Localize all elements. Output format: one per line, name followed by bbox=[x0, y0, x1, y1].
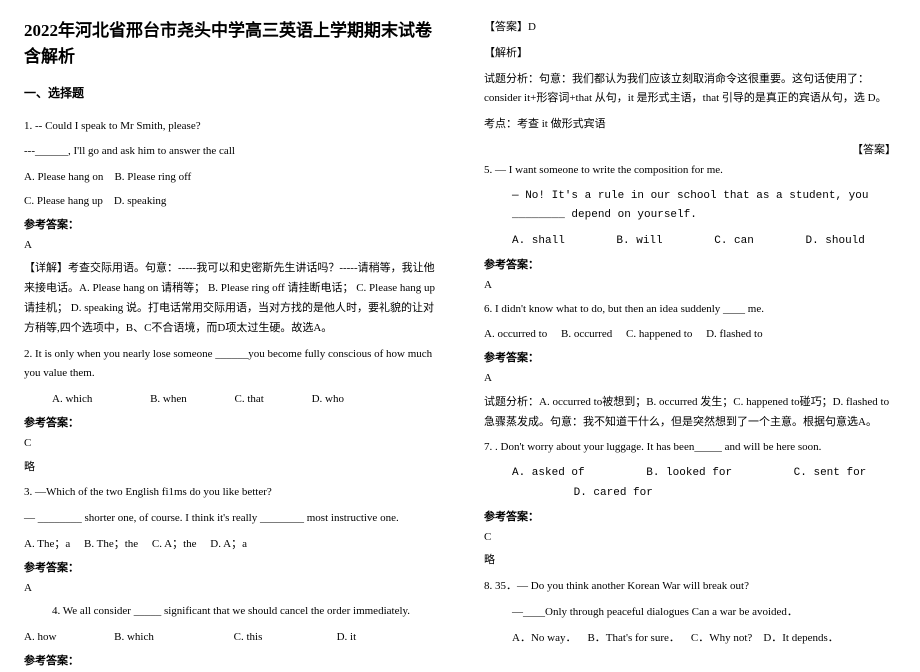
q4-opts: A. how B. which C. this D. it bbox=[24, 628, 436, 648]
q3-optD: D. A；a bbox=[210, 538, 247, 550]
q6-optD: D. flashed to bbox=[706, 328, 763, 340]
q4r-expl1: 试题分析：句意：我们都认为我们应该立刻取消命令这很重要。这句话使用了：consi… bbox=[484, 70, 896, 110]
q8-optD: D．It depends． bbox=[763, 632, 838, 644]
q5-optA: A. shall bbox=[512, 235, 565, 247]
q1-optD: D. speaking bbox=[114, 195, 167, 207]
q5-ans-label: 参考答案： bbox=[484, 256, 896, 276]
q4-optA: A. how bbox=[24, 631, 56, 643]
q4r-ans-tag: 【答案】D bbox=[484, 18, 896, 38]
q6-text: 6. I didn't know what to do, but then an… bbox=[484, 300, 896, 320]
q2-opts: A. which B. when C. that D. who bbox=[24, 390, 436, 410]
q8-line1: 8. 35．— Do you think another Korean War … bbox=[484, 577, 896, 597]
q5-line2: — No! It's a rule in our school that as … bbox=[484, 187, 896, 227]
q4-optB: B. which bbox=[114, 631, 154, 643]
q3-opts: A. The；a B. The；the C. A；the D. A；a bbox=[24, 535, 436, 555]
q8-optC: C．Why not? bbox=[691, 632, 752, 644]
q2-optA: A. which bbox=[52, 393, 92, 405]
doc-title: 2022年河北省邢台市尧头中学高三英语上学期期末试卷含解析 bbox=[24, 18, 436, 69]
q8-opts: A．No way． B．That's for sure． C．Why not? … bbox=[484, 629, 896, 649]
q2-note: 略 bbox=[24, 458, 436, 478]
q1-optB: B. Please ring off bbox=[114, 171, 191, 183]
q5-optC: C. can bbox=[714, 235, 754, 247]
q8-line2: —____Only through peaceful dialogues Can… bbox=[484, 603, 896, 623]
q3-optC: C. A；the bbox=[152, 538, 197, 550]
q6-optB: B. occurred bbox=[561, 328, 612, 340]
q6-expl: 试题分析：A. occurred to被想到；B. occurred 发生；C.… bbox=[484, 393, 896, 433]
q1-expl-label: 【详解】 bbox=[24, 262, 68, 274]
q1-ans-val: A bbox=[24, 236, 436, 256]
q4-text: 4. We all consider _____ significant tha… bbox=[24, 602, 436, 622]
q4-optD: D. it bbox=[337, 631, 357, 643]
q3-line2: — ________ shorter one, of course. I thi… bbox=[24, 509, 436, 529]
q5-optB: B. will bbox=[616, 235, 662, 247]
q3-ans-val: A bbox=[24, 579, 436, 599]
q7-text: 7. . Don't worry about your luggage. It … bbox=[484, 438, 896, 458]
q7-note: 略 bbox=[484, 551, 896, 571]
q3-optA: A. The；a bbox=[24, 538, 70, 550]
q2-text: 2. It is only when you nearly lose someo… bbox=[24, 345, 436, 385]
q7-optD: D. cared for bbox=[574, 487, 653, 499]
q4-ans-label: 参考答案： bbox=[24, 652, 436, 672]
q5-ans-val: A bbox=[484, 276, 896, 296]
q3-optB: B. The；the bbox=[84, 538, 138, 550]
q7-optC: C. sent for bbox=[794, 467, 867, 479]
left-column: 2022年河北省邢台市尧头中学高三英语上学期期末试卷含解析 一、选择题 1. -… bbox=[0, 0, 460, 651]
q1-line2: ---______, I'll go and ask him to answer… bbox=[24, 142, 436, 162]
q4-optC: C. this bbox=[234, 631, 263, 643]
q4r-expl-tag: 【解析】 bbox=[484, 44, 896, 64]
q2-optD: D. who bbox=[312, 393, 344, 405]
q1-opts-row1: A. Please hang on B. Please ring off bbox=[24, 168, 436, 188]
q8-optA: A．No way． bbox=[512, 632, 576, 644]
q1-optA: A. Please hang on bbox=[24, 171, 103, 183]
q1-optC: C. Please hang up bbox=[24, 195, 103, 207]
q7-opts: A. asked of B. looked for C. sent for D.… bbox=[484, 464, 896, 504]
q2-ans-val: C bbox=[24, 434, 436, 454]
q7-ans-val: C bbox=[484, 528, 896, 548]
q6-ans-val: A bbox=[484, 369, 896, 389]
q5-optD: D. should bbox=[805, 235, 864, 247]
q4r-expl2: 考点：考查 it 做形式宾语 bbox=[484, 115, 896, 135]
q7-optA: A. asked of bbox=[512, 467, 585, 479]
q5-opts: A. shall B. will C. can D. should bbox=[484, 232, 896, 252]
q5-line1: 5. — I want someone to write the composi… bbox=[484, 161, 896, 181]
q7-optB: B. looked for bbox=[646, 467, 732, 479]
q1-ans-label: 参考答案： bbox=[24, 216, 436, 236]
q1-expl: 【详解】考查交际用语。句意：-----我可以和史密斯先生讲话吗？-----请稍等… bbox=[24, 259, 436, 338]
q2-optB: B. when bbox=[150, 393, 187, 405]
q8-optB: B．That's for sure． bbox=[587, 632, 679, 644]
section-heading: 一、选择题 bbox=[24, 83, 436, 105]
q6-ans-label: 参考答案： bbox=[484, 349, 896, 369]
q1-opts-row2: C. Please hang up D. speaking bbox=[24, 192, 436, 212]
q4r-right-note: 【答案】 bbox=[484, 141, 896, 161]
q7-ans-label: 参考答案： bbox=[484, 508, 896, 528]
q2-optC: C. that bbox=[235, 393, 264, 405]
q2-ans-label: 参考答案： bbox=[24, 414, 436, 434]
q3-line1: 3. —Which of the two English fi1ms do yo… bbox=[24, 483, 436, 503]
q6-optC: C. happened to bbox=[626, 328, 692, 340]
q6-optA: A. occurred to bbox=[484, 328, 547, 340]
right-column: 【答案】D 【解析】 试题分析：句意：我们都认为我们应该立刻取消命令这很重要。这… bbox=[460, 0, 920, 651]
q6-opts: A. occurred to B. occurred C. happened t… bbox=[484, 325, 896, 345]
q3-ans-label: 参考答案： bbox=[24, 559, 436, 579]
q1-line1: 1. -- Could I speak to Mr Smith, please? bbox=[24, 117, 436, 137]
